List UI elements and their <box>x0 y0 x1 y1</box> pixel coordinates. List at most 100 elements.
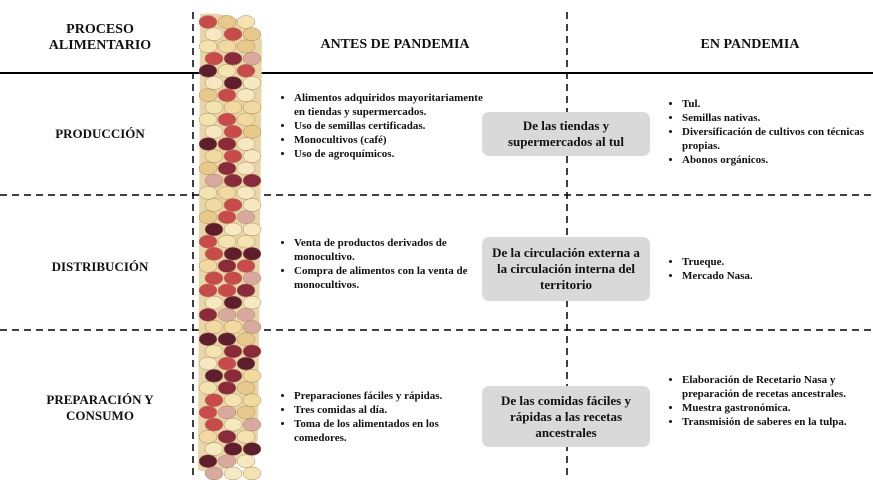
kernel <box>223 198 243 212</box>
kernel <box>242 393 262 407</box>
kernel <box>223 247 243 261</box>
column-header: PROCESO ALIMENTARIO <box>48 22 152 53</box>
list-item: Compra de alimentos con la venta de mono… <box>294 264 484 292</box>
kernel <box>242 149 262 163</box>
kernel <box>217 15 237 29</box>
corn-illustration <box>198 13 262 480</box>
kernel <box>242 198 262 212</box>
kernel <box>223 76 243 90</box>
kernel <box>236 15 256 29</box>
during-list: Tul.Semillas nativas.Diversificación de … <box>672 97 867 167</box>
transition-box: De las comidas fáciles y rápidas a las r… <box>482 386 650 447</box>
kernel <box>204 344 224 359</box>
kernel <box>217 210 237 224</box>
kernel <box>242 442 262 456</box>
kernel <box>198 405 218 420</box>
kernel <box>198 381 218 395</box>
kernel <box>223 466 243 480</box>
kernel <box>242 100 262 115</box>
kernel <box>242 247 262 261</box>
kernel <box>242 417 262 432</box>
kernel <box>204 271 224 285</box>
kernel <box>242 27 262 41</box>
kernel <box>217 39 237 54</box>
kernel <box>242 271 262 285</box>
kernel <box>204 417 224 432</box>
kernel <box>217 332 237 346</box>
kernel <box>204 222 224 237</box>
kernel <box>236 381 256 395</box>
during-list: Trueque.Mercado Nasa. <box>672 255 867 283</box>
kernel <box>204 100 224 115</box>
kernel <box>198 161 218 176</box>
kernel <box>223 442 243 456</box>
kernel <box>204 27 224 41</box>
kernel <box>198 15 218 29</box>
transition-box: De la circulación externa a la circulaci… <box>482 237 650 301</box>
kernel <box>217 88 237 102</box>
kernel <box>204 149 224 163</box>
kernel <box>204 393 224 407</box>
list-item: Uso de agroquímicos. <box>294 147 484 161</box>
kernel <box>198 210 218 224</box>
kernel <box>236 39 256 54</box>
kernel <box>236 356 256 371</box>
list-item: Uso de semillas certificadas. <box>294 119 484 133</box>
kernel <box>223 100 243 115</box>
kernel <box>204 247 224 261</box>
kernel <box>236 234 256 249</box>
kernel <box>204 173 224 188</box>
kernel <box>236 186 256 200</box>
list-item: Alimentos adquiridos mayoritariamente en… <box>294 91 484 119</box>
list-item: Mercado Nasa. <box>682 269 867 283</box>
kernel <box>217 430 237 444</box>
kernel <box>204 442 224 456</box>
kernel <box>236 454 256 468</box>
kernel <box>242 369 262 383</box>
kernel <box>242 76 262 90</box>
kernel <box>198 112 218 127</box>
list-item: Muestra gastronómica. <box>682 401 867 415</box>
kernel <box>204 198 224 212</box>
before-list: Preparaciones fáciles y rápidas.Tres com… <box>284 389 484 445</box>
kernel <box>217 234 237 249</box>
kernel <box>198 39 218 54</box>
kernel <box>204 466 224 480</box>
kernel <box>217 454 237 468</box>
kernel <box>242 173 262 188</box>
kernel <box>198 356 218 371</box>
kernel <box>217 283 237 298</box>
kernel <box>236 210 256 224</box>
kernel <box>204 295 224 310</box>
kernel <box>242 344 262 359</box>
list-item: Diversificación de cultivos con técnicas… <box>682 125 867 153</box>
before-list: Venta de productos derivados de monocult… <box>284 236 484 292</box>
list-item: Abonos orgánicos. <box>682 153 867 167</box>
kernel <box>236 308 256 322</box>
kernel <box>223 173 243 188</box>
kernel <box>198 454 218 468</box>
kernel <box>236 430 256 444</box>
column-header: EN PANDEMIA <box>700 37 800 52</box>
kernel <box>198 332 218 346</box>
kernel <box>198 283 218 298</box>
kernel <box>236 137 256 151</box>
kernel <box>236 112 256 127</box>
row-label: PRODUCCIÓN <box>55 126 145 141</box>
kernel <box>204 51 224 66</box>
list-item: Elaboración de Recetario Nasa y preparac… <box>682 373 867 401</box>
list-item: Toma de los alimentados en los comedores… <box>294 417 484 445</box>
kernel <box>223 320 243 334</box>
during-list: Elaboración de Recetario Nasa y preparac… <box>672 373 867 429</box>
kernel <box>223 295 243 310</box>
kernel <box>223 149 243 163</box>
row-label: PREPARACIÓN Y CONSUMO <box>46 392 154 423</box>
kernel <box>236 259 256 273</box>
kernel <box>217 161 237 176</box>
kernel <box>242 320 262 334</box>
kernel <box>242 51 262 66</box>
kernel <box>223 51 243 66</box>
kernel <box>223 222 243 237</box>
kernel <box>242 222 262 237</box>
